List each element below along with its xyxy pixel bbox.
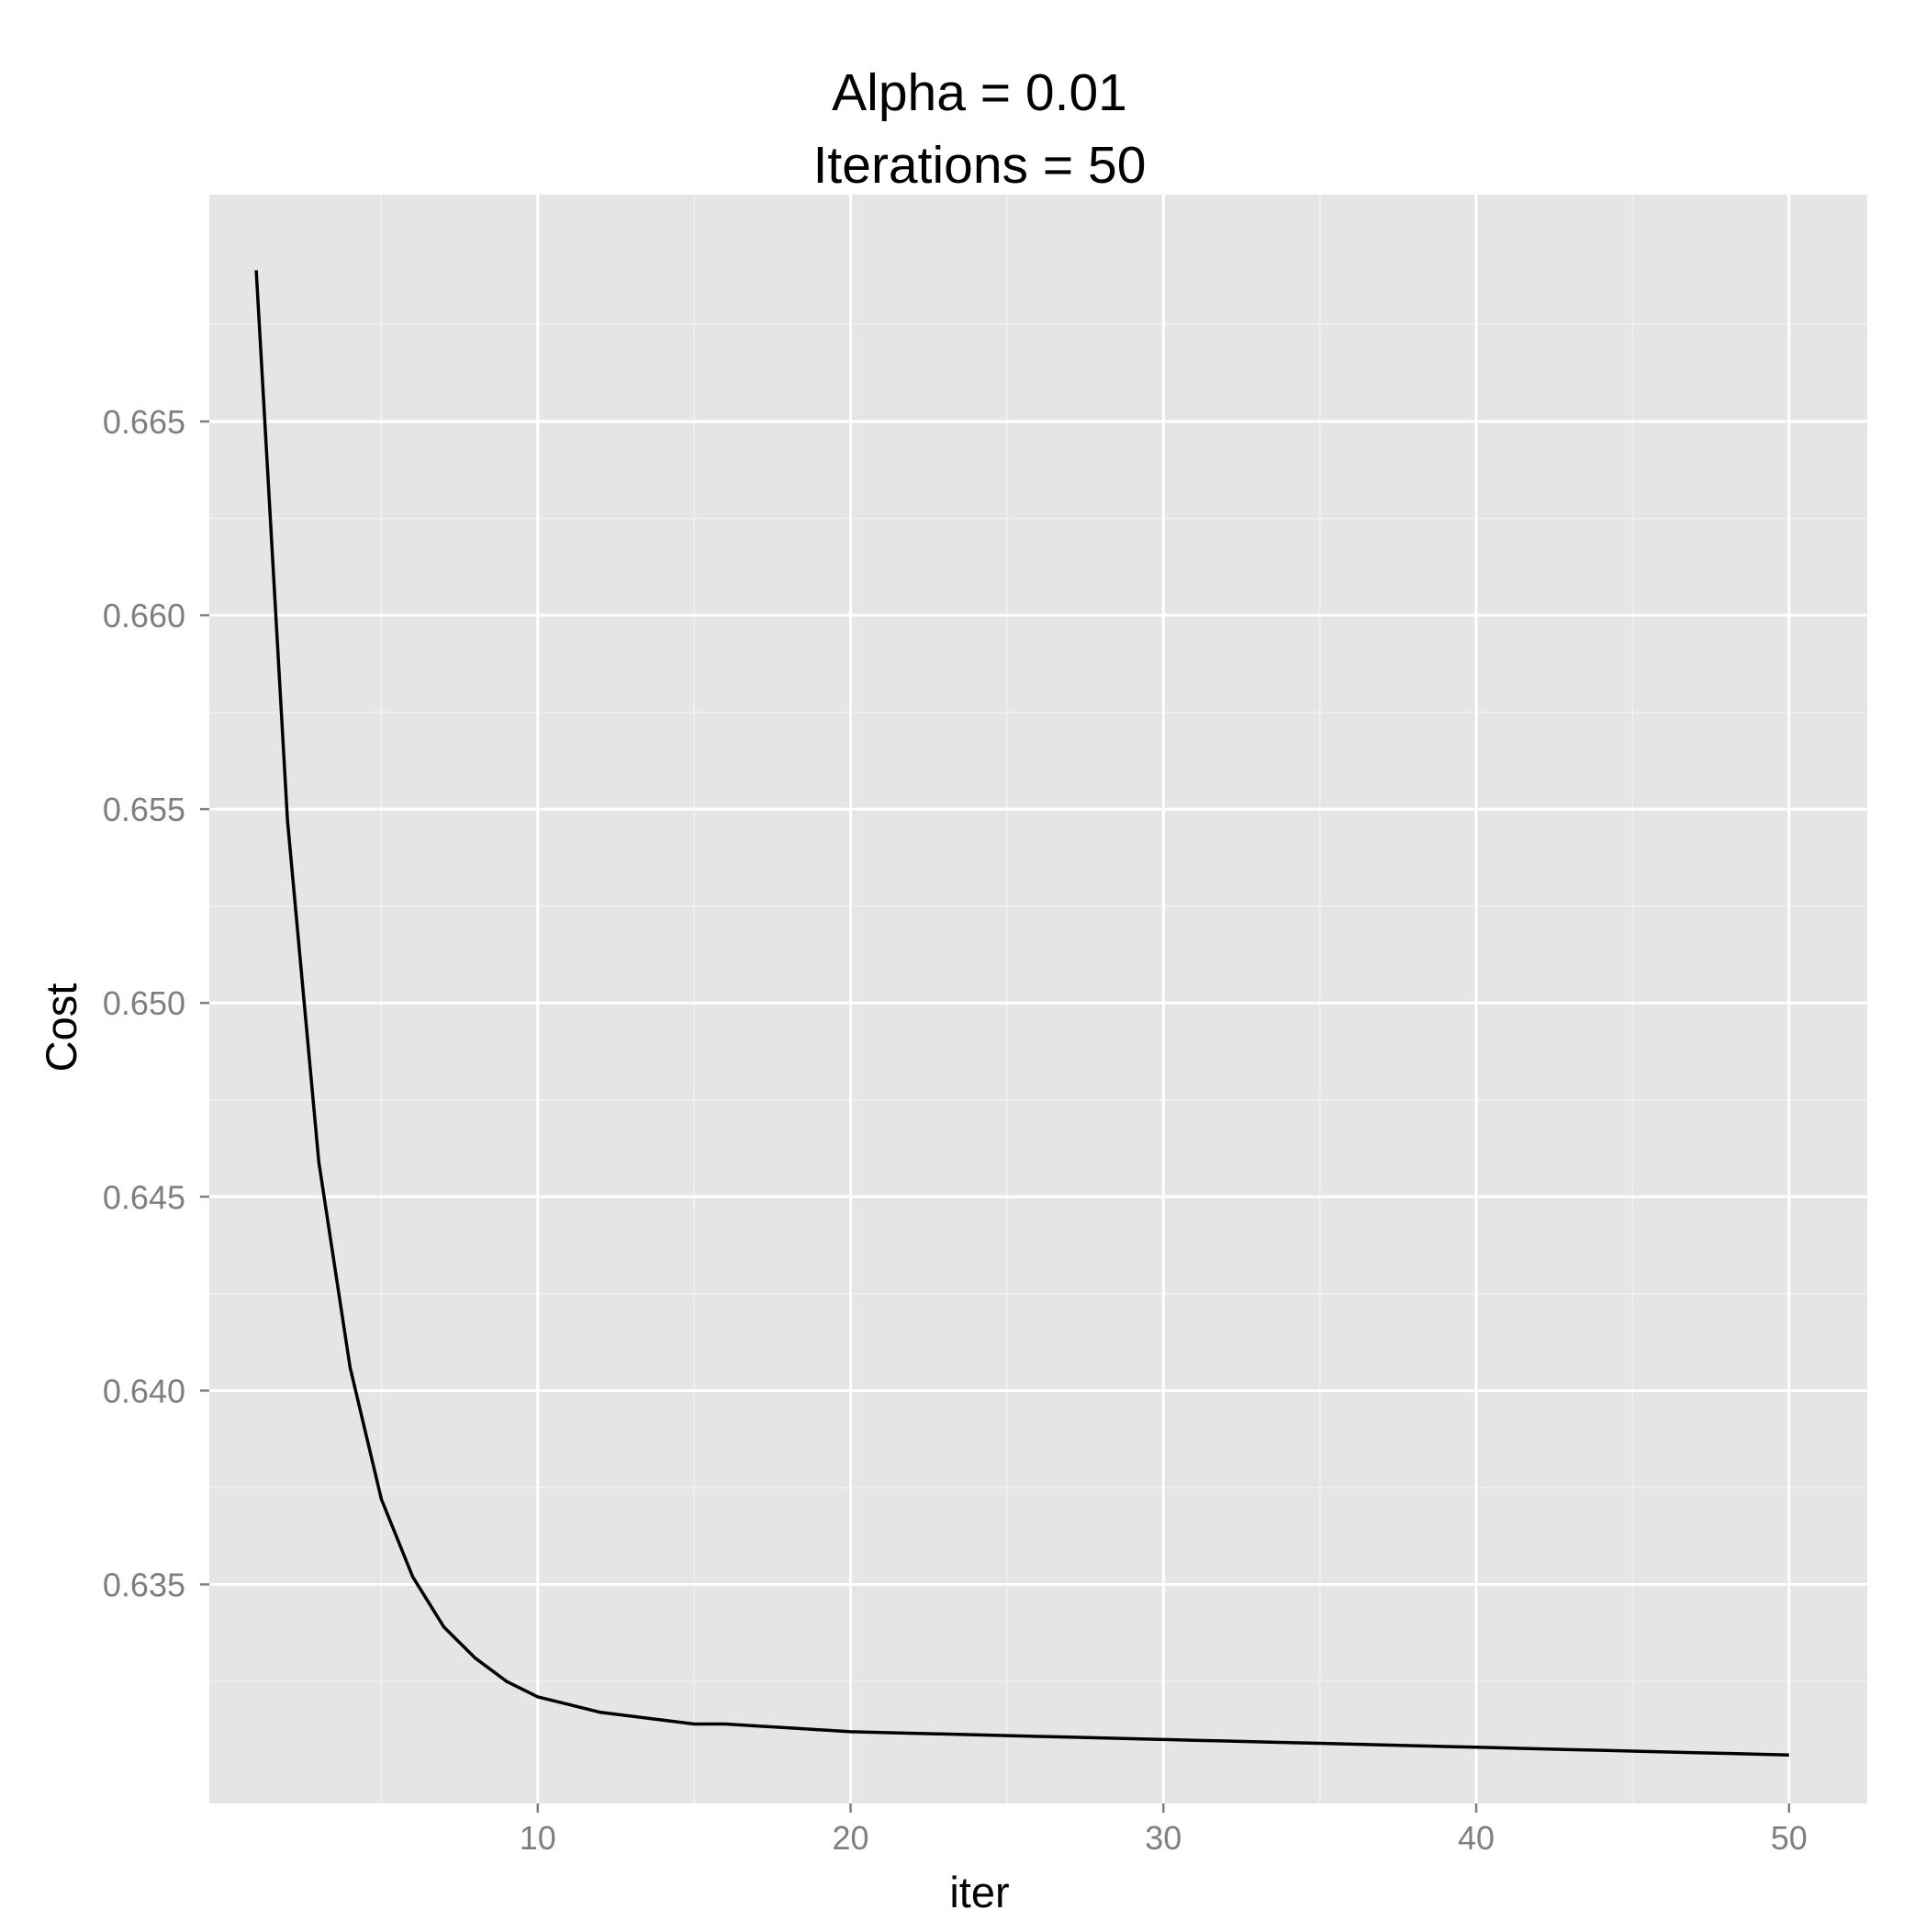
- x-axis-title: iter: [949, 1868, 1009, 1916]
- x-tick-label: 30: [1145, 1819, 1181, 1857]
- chart-title-line-2: Iterations = 50: [813, 136, 1147, 195]
- major-gridlines: [209, 195, 1867, 1803]
- x-tick-label: 50: [1771, 1819, 1808, 1857]
- y-tick-label: 0.655: [103, 791, 185, 828]
- minor-gridlines: [209, 195, 1867, 1803]
- y-tick-label: 0.660: [103, 597, 185, 635]
- y-tick-label: 0.645: [103, 1178, 185, 1216]
- x-tick-label: 10: [520, 1819, 556, 1857]
- y-axis-title: Cost: [37, 983, 85, 1073]
- plot-panel: [209, 195, 1867, 1803]
- y-tick-label: 0.635: [103, 1566, 185, 1603]
- axis-ticks: [200, 420, 1791, 1813]
- x-tick-label: 40: [1458, 1819, 1495, 1857]
- y-tick-label: 0.640: [103, 1372, 185, 1410]
- axis-tick-labels: 10 20 30 40 50 0.635 0.640 0.645 0.650 0.655 0.660…: [103, 403, 1808, 1857]
- chart-title-line-1: Alpha = 0.01: [832, 63, 1127, 122]
- y-tick-label: 0.665: [103, 403, 185, 441]
- cost-series-line: [254, 270, 1789, 1757]
- x-tick-label: 20: [833, 1819, 869, 1857]
- y-tick-label: 0.650: [103, 984, 185, 1022]
